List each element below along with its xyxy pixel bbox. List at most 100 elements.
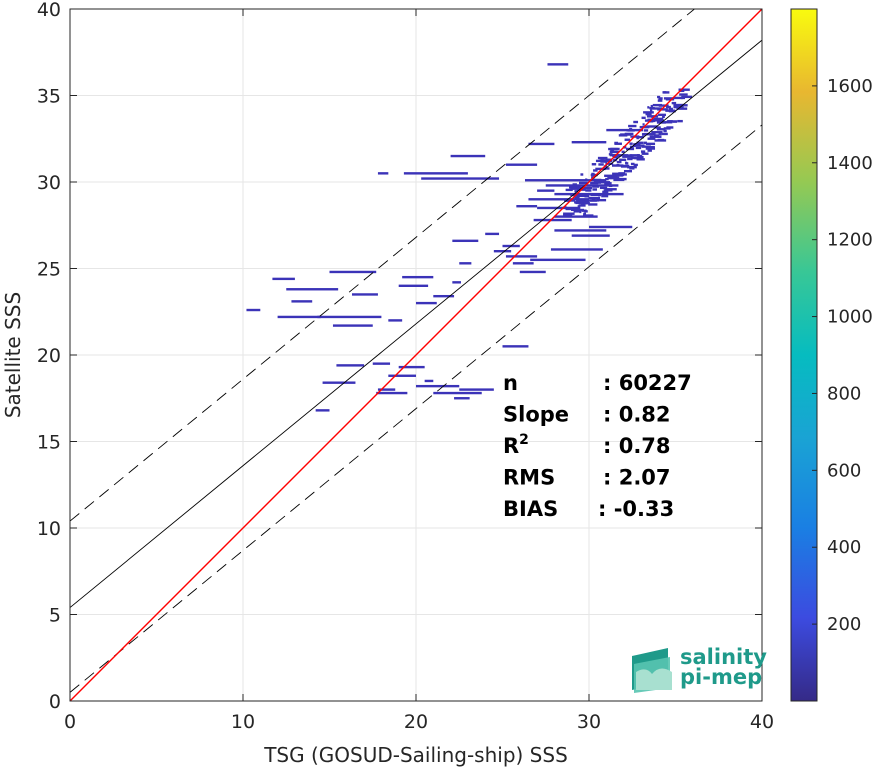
- density-cell: [575, 201, 585, 205]
- density-segment: [291, 300, 313, 303]
- density-segment: [459, 388, 494, 391]
- density-cell: [645, 142, 656, 146]
- density-segment: [533, 218, 572, 222]
- statistics-box: n: 60227 Slope: 0.82 R2: 0.78 RMS: 2.07 BIAS…: [503, 371, 692, 521]
- density-cell: [678, 88, 690, 91]
- density-cell: [636, 154, 640, 157]
- density-segment: [452, 239, 479, 243]
- density-cell: [563, 214, 573, 217]
- density-cell: [667, 120, 673, 123]
- density-segment: [402, 275, 434, 279]
- density-cell: [609, 176, 615, 180]
- density-cell: [569, 186, 581, 189]
- density-segment: [416, 384, 460, 388]
- reference-lines: [70, 9, 762, 701]
- density-cell: [656, 128, 666, 131]
- density-segment: [485, 232, 500, 236]
- y-tick-label: 30: [37, 172, 61, 194]
- colorbar-tick-label: 1200: [827, 230, 873, 251]
- density-cell: [602, 190, 609, 194]
- density-cell: [563, 212, 570, 215]
- stat-label: Slope: [503, 403, 569, 427]
- density-segment: [403, 172, 468, 175]
- density-cell: [661, 132, 668, 136]
- density-segment: [554, 229, 607, 232]
- colorbar-tick-label: 600: [827, 460, 861, 481]
- density-cell: [649, 135, 662, 138]
- y-tick-label: 5: [49, 605, 61, 627]
- density-cell: [672, 120, 677, 123]
- density-cell: [637, 154, 643, 158]
- density-cell: [657, 138, 665, 142]
- stat-value: : -0.33: [598, 497, 674, 521]
- density-segment: [528, 198, 589, 201]
- density-segment: [459, 262, 472, 265]
- density-cell: [666, 126, 674, 129]
- density-cell: [643, 129, 649, 132]
- density-segment: [537, 189, 555, 192]
- density-cell: [597, 156, 608, 160]
- density-cell: [623, 154, 634, 157]
- y-tick-label: 25: [37, 259, 61, 281]
- density-cell: [599, 186, 608, 190]
- density-segment: [550, 248, 603, 251]
- density-cell: [663, 97, 674, 100]
- density-cell: [647, 137, 656, 140]
- density-cell: [625, 147, 635, 151]
- colorbar-ticks: 200 400 600 800 1000 1200 1400 1600: [812, 76, 873, 635]
- density-cell: [629, 142, 633, 145]
- density-cell: [630, 154, 641, 157]
- density-cell: [624, 138, 631, 141]
- density-cell: [608, 153, 613, 156]
- stat-label: R2: [503, 432, 529, 458]
- density-cell: [643, 132, 656, 136]
- density-cell: [590, 193, 601, 197]
- density-cell: [650, 104, 653, 108]
- density-segment: [524, 179, 607, 182]
- density-cell: [590, 181, 599, 185]
- density-cell: [677, 119, 683, 123]
- wave-logo-icon: [632, 648, 672, 693]
- density-cell: [580, 200, 586, 203]
- density-segment: [554, 215, 598, 218]
- density-cell: [615, 173, 623, 177]
- density-cell: [585, 189, 592, 192]
- identity-line: [70, 9, 762, 701]
- density-cell: [583, 214, 594, 217]
- density-segment: [388, 374, 416, 377]
- density-cell: [673, 103, 685, 107]
- density-cell: [570, 187, 579, 190]
- density-cell: [621, 150, 625, 154]
- density-cell: [642, 123, 645, 126]
- density-cell: [641, 152, 649, 155]
- density-cell: [641, 133, 645, 136]
- density-segment: [372, 362, 391, 365]
- x-tick-label: 30: [577, 711, 601, 733]
- density-segment: [519, 270, 546, 274]
- density-cell: [574, 208, 580, 212]
- density-cell: [649, 145, 655, 149]
- y-tick-labels: 0 5 10 15 20 25 30 35 40: [37, 0, 61, 713]
- y-tick-label: 10: [37, 518, 61, 540]
- axis-ticks: [69, 8, 763, 702]
- density-cell: [650, 109, 653, 112]
- density-cell: [641, 155, 644, 159]
- density-cell: [657, 99, 663, 102]
- density-cell: [588, 203, 598, 206]
- density-cell: [658, 113, 666, 117]
- density-cell: [621, 164, 630, 168]
- stat-value: : 2.07: [603, 466, 671, 490]
- density-cell: [663, 91, 670, 94]
- density-segment: [317, 315, 382, 319]
- density-cell: [588, 196, 601, 200]
- logo-line-2: pi-mep: [680, 665, 762, 689]
- lower-bound-line: [70, 124, 762, 693]
- density-cell: [614, 142, 622, 145]
- density-segment: [277, 315, 321, 319]
- density-segment: [377, 172, 389, 175]
- density-cell: [623, 169, 633, 173]
- density-cell: [590, 178, 602, 182]
- density-cell: [630, 162, 635, 166]
- density-cell: [645, 112, 652, 116]
